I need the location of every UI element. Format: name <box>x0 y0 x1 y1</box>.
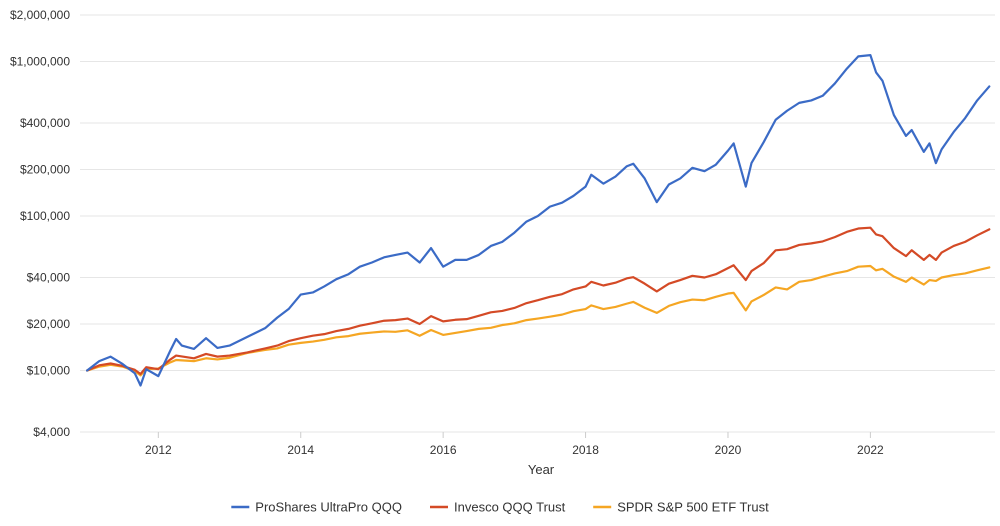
x-tick-label: 2018 <box>572 443 599 457</box>
x-tick-label: 2014 <box>287 443 314 457</box>
legend-label: SPDR S&P 500 ETF Trust <box>617 500 769 515</box>
x-axis-ticks: 2012 2014 2016 2018 2020 2022 <box>145 432 884 457</box>
x-tick-label: 2016 <box>430 443 457 457</box>
legend-label: ProShares UltraPro QQQ <box>255 500 402 515</box>
series-line-2 <box>86 226 991 376</box>
legend-item[interactable]: ProShares UltraPro QQQ <box>231 500 402 515</box>
y-tick-label: $20,000 <box>27 317 71 331</box>
y-tick-label: $40,000 <box>27 270 71 284</box>
y-tick-label: $10,000 <box>27 364 71 378</box>
x-tick-label: 2022 <box>857 443 884 457</box>
legend: ProShares UltraPro QQQ Invesco QQQ Trust S… <box>231 500 769 515</box>
x-axis-title: Year <box>528 462 555 477</box>
legend-label: Invesco QQQ Trust <box>454 500 566 515</box>
series-line-3 <box>86 264 991 377</box>
grid-lines <box>80 14 995 433</box>
y-tick-label: $4,000 <box>33 425 70 439</box>
y-tick-label: $1,000,000 <box>10 55 70 69</box>
y-tick-label: $100,000 <box>20 209 70 223</box>
series-line-1 <box>86 54 991 387</box>
y-tick-label: $2,000,000 <box>10 8 70 22</box>
legend-item[interactable]: Invesco QQQ Trust <box>430 500 566 515</box>
x-tick-label: 2012 <box>145 443 172 457</box>
legend-item[interactable]: SPDR S&P 500 ETF Trust <box>593 500 769 515</box>
y-tick-label: $200,000 <box>20 163 70 177</box>
series-lines <box>86 54 991 387</box>
x-tick-label: 2020 <box>715 443 742 457</box>
y-tick-label: $400,000 <box>20 116 70 130</box>
y-axis-ticks: $4,000 $10,000 $20,000 $40,000 $100,000 $200,… <box>10 8 70 439</box>
